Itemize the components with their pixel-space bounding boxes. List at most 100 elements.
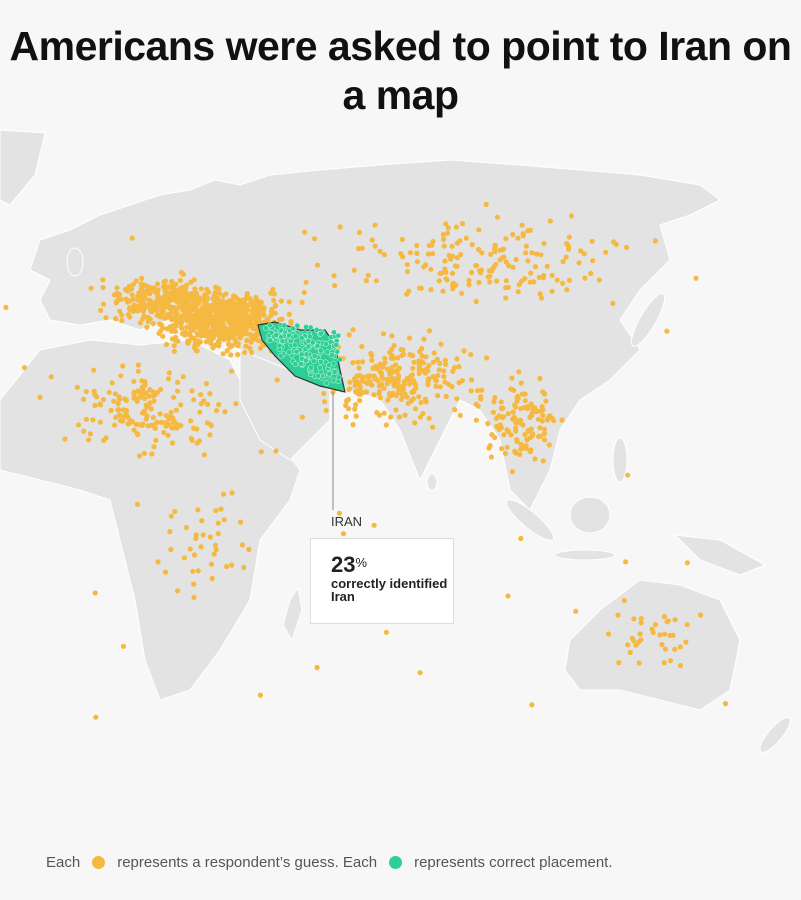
guess-dot — [522, 276, 528, 282]
guess-dot — [171, 348, 177, 354]
guess-dot — [203, 339, 209, 345]
guess-dot — [215, 520, 221, 526]
guess-dot — [522, 391, 528, 397]
guess-dot — [237, 335, 243, 341]
guess-dot — [139, 275, 145, 281]
guess-dot — [247, 345, 253, 351]
guess-dot — [239, 542, 245, 548]
correct-dot — [313, 326, 320, 333]
guess-dot — [352, 383, 358, 389]
guess-dot — [425, 378, 431, 384]
guess-dot — [191, 581, 197, 587]
guess-dot — [167, 529, 173, 535]
correct-dot — [298, 335, 305, 341]
guess-dot — [350, 327, 356, 333]
guess-dot — [125, 421, 131, 427]
guess-dot — [527, 449, 534, 455]
sumatra — [505, 499, 555, 541]
guess-dot — [546, 413, 553, 419]
guess-dot — [163, 287, 169, 293]
guess-dot — [100, 301, 107, 307]
guess-dot — [605, 631, 612, 637]
guess-dot — [183, 316, 189, 323]
guess-dot — [233, 323, 239, 329]
guess-dot — [221, 517, 227, 523]
guess-dot — [496, 426, 502, 433]
guess-dot — [229, 334, 235, 340]
correct-dot — [315, 372, 322, 379]
guess-dot — [37, 394, 43, 400]
java — [554, 549, 616, 561]
guess-dot — [408, 373, 414, 379]
guess-dot — [132, 307, 139, 313]
guess-dot — [503, 278, 509, 284]
guess-dot — [541, 426, 548, 432]
guess-dot — [459, 221, 466, 227]
guess-dot — [238, 311, 244, 317]
correct-dot — [318, 358, 324, 365]
guess-dot — [153, 437, 159, 443]
guess-dot — [100, 397, 106, 403]
guess-dot — [165, 432, 171, 438]
guess-dot — [473, 298, 479, 305]
guess-dot — [414, 242, 420, 249]
guess-dot — [277, 317, 283, 323]
guess-dot — [528, 270, 534, 276]
guess-dot — [138, 281, 144, 287]
guess-dot — [589, 238, 595, 244]
guess-dot — [661, 660, 667, 666]
guess-dot — [383, 629, 389, 635]
correct-dot — [292, 361, 299, 368]
guess-dot — [520, 233, 526, 239]
guess-dot — [683, 639, 689, 645]
guess-dot — [615, 612, 621, 618]
guess-dot — [217, 324, 224, 330]
guess-dot — [519, 222, 525, 228]
guess-dot — [488, 454, 494, 460]
correct-dot — [335, 332, 342, 339]
guess-dot — [637, 631, 643, 637]
guess-dot — [428, 266, 434, 272]
guess-dot — [98, 307, 104, 313]
guess-dot — [638, 616, 644, 622]
stat-value: 23% — [331, 552, 368, 577]
guess-dot — [288, 319, 294, 325]
guess-dot — [463, 235, 469, 241]
guess-dot — [208, 561, 215, 567]
correct-dot — [336, 374, 342, 380]
guess-dot — [426, 415, 432, 421]
guess-dot — [466, 282, 472, 288]
guess-dot — [229, 562, 235, 568]
guess-dot — [199, 518, 205, 524]
guess-dot — [189, 388, 195, 394]
guess-dot — [90, 417, 96, 423]
borneo — [569, 496, 611, 534]
guess-dot — [220, 351, 226, 357]
guess-dot — [616, 660, 622, 666]
guess-dot — [150, 321, 156, 327]
guess-dot — [138, 285, 144, 292]
guess-dot — [381, 385, 387, 391]
guess-dot — [535, 408, 541, 414]
guess-dot — [693, 275, 699, 281]
guess-dot — [140, 410, 146, 416]
guess-dot — [246, 315, 252, 321]
correct-dot — [262, 325, 269, 332]
guess-dot — [198, 392, 204, 398]
philippines — [612, 437, 628, 483]
guess-dot — [299, 299, 305, 305]
guess-dot — [312, 236, 318, 242]
guess-dot — [454, 396, 460, 402]
guess-dot — [101, 437, 107, 443]
guess-dot — [534, 251, 540, 257]
guess-dot — [684, 560, 690, 566]
correct-dot — [308, 364, 314, 371]
guess-dot — [382, 355, 388, 361]
stat-callout: 23% correctly identified Iran — [310, 538, 454, 624]
guess-dot — [215, 531, 221, 537]
guess-dot — [389, 364, 395, 370]
guess-dot — [299, 414, 305, 420]
guess-dot — [223, 316, 229, 322]
guess-dot — [513, 425, 519, 431]
correct-dot — [324, 349, 331, 356]
